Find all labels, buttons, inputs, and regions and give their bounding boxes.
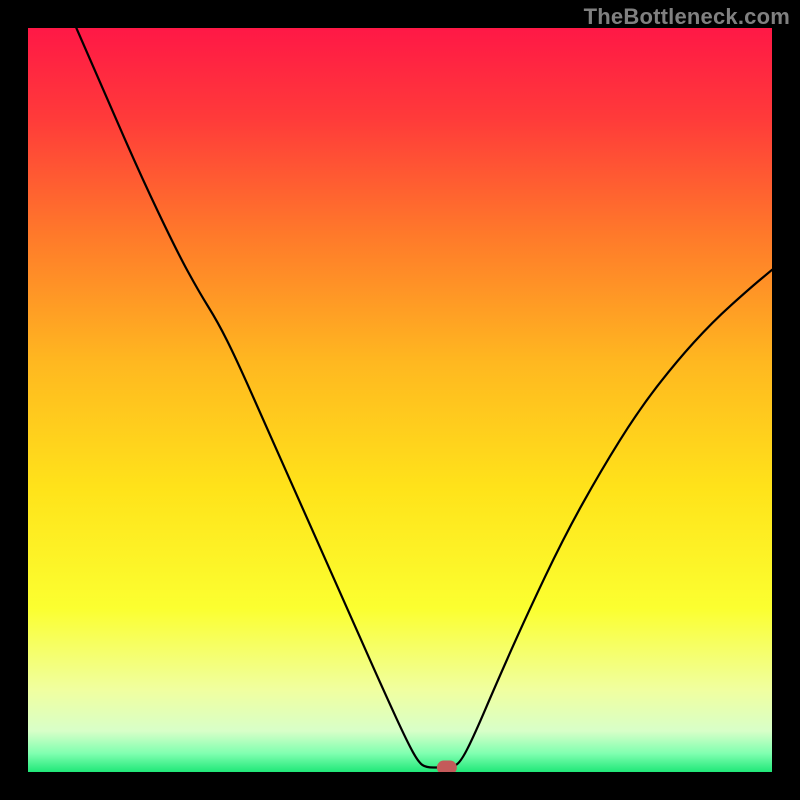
bottleneck-curve-chart xyxy=(0,0,800,800)
watermark-text: TheBottleneck.com xyxy=(584,4,790,30)
plot-background xyxy=(28,28,772,772)
chart-container: { "watermark": { "text": "TheBottleneck.… xyxy=(0,0,800,800)
